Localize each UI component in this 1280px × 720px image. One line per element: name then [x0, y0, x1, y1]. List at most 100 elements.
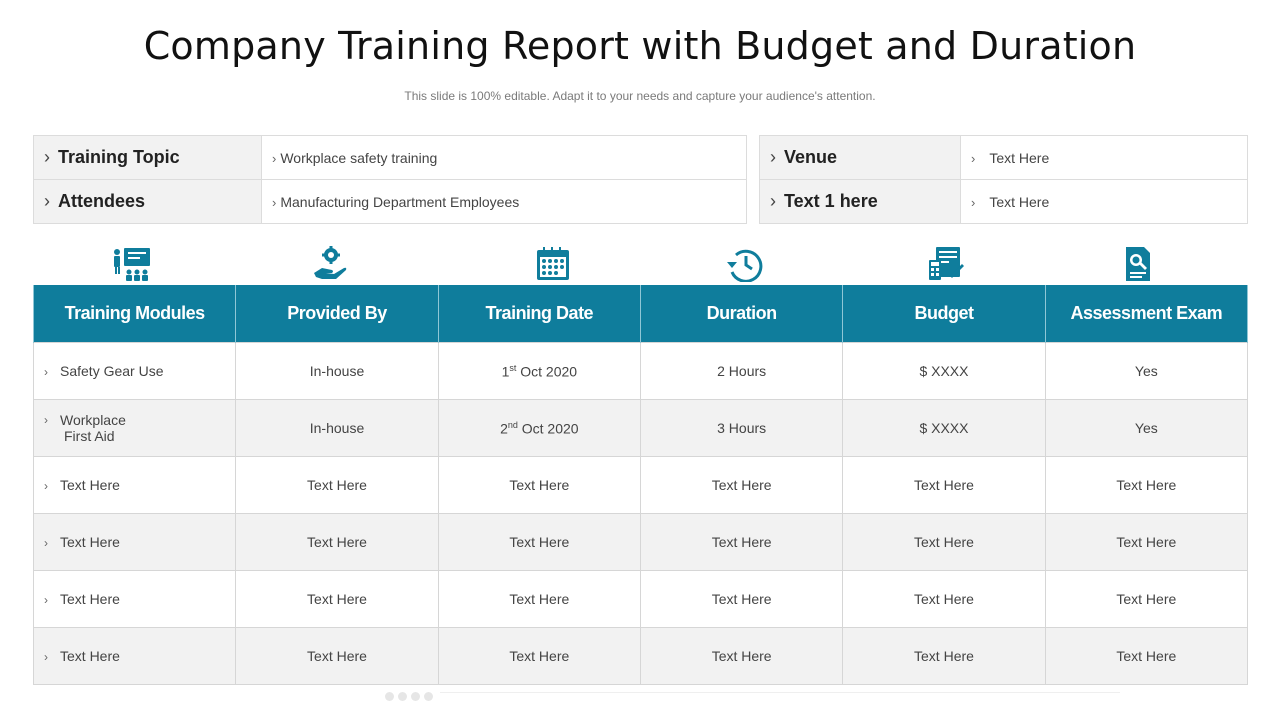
module-text: Text Here	[60, 591, 120, 607]
date-suffix: nd	[507, 419, 518, 430]
exam-cell: Yes	[1044, 399, 1249, 457]
duration-cell: 3 Hours	[639, 399, 844, 457]
chevron-right-icon: ›	[44, 147, 50, 167]
module-cell: › Text Here	[32, 513, 237, 571]
date-cell: 2nd Oct 2020	[437, 399, 641, 457]
module-cell: › Text Here	[32, 456, 237, 514]
dot	[398, 692, 407, 701]
info-row-training-topic: › Training Topic › Workplace safety traini…	[33, 135, 747, 180]
column-header: Provided By	[235, 285, 439, 343]
info-row-text-1: › Text 1 here › Text Here	[759, 179, 1248, 224]
chevron-right-icon: ›	[272, 150, 277, 166]
info-label: › Attendees	[33, 179, 262, 224]
clock-arrow-icon	[724, 246, 764, 283]
info-label: › Training Topic	[33, 135, 262, 180]
provider-cell: Text Here	[235, 570, 439, 628]
module-cell: › Safety Gear Use	[32, 342, 237, 400]
budget-cell: Text Here	[842, 570, 1046, 628]
table-row: › Text Here Text Here Text Here Text Here…	[32, 570, 1249, 628]
chevron-right-icon: ›	[44, 650, 48, 664]
info-value-text: Manufacturing Department Employees	[280, 193, 520, 210]
training-info-table: › Training Topic › Workplace safety traini…	[33, 135, 747, 224]
dot	[385, 692, 394, 701]
date-rest: Oct 2020	[516, 363, 578, 380]
module-text: Text Here	[60, 477, 120, 493]
provider-cell: Text Here	[235, 513, 439, 571]
table-row: › Workplace First Aid In-house 2nd Oct 2…	[32, 399, 1249, 457]
date-suffix: st	[509, 362, 517, 373]
module-text: Text Here	[60, 648, 120, 664]
budget-cell: Text Here	[842, 513, 1046, 571]
table-row: › Safety Gear Use In-house 1st Oct 2020 2…	[32, 342, 1249, 400]
chevron-right-icon: ›	[971, 194, 976, 210]
date-day: 1	[501, 363, 510, 380]
budget-cell: Text Here	[842, 627, 1046, 685]
info-value-text: Text Here	[989, 149, 1050, 166]
provider-cell: In-house	[235, 399, 439, 457]
provider-cell: Text Here	[235, 627, 439, 685]
budget-cell: $ XXXX	[842, 399, 1046, 457]
exam-cell: Text Here	[1044, 513, 1249, 571]
calendar-icon	[533, 246, 573, 282]
info-row-venue: › Venue › Text Here	[759, 135, 1248, 180]
info-label-text: Attendees	[58, 191, 146, 211]
provider-cell: Text Here	[235, 456, 439, 514]
exam-cell: Text Here	[1044, 570, 1249, 628]
info-value: › Manufacturing Department Employees	[261, 179, 747, 224]
chevron-right-icon: ›	[971, 150, 976, 166]
hand-gear-icon	[310, 246, 350, 282]
info-value-text: Workplace safety training	[280, 149, 438, 166]
dot	[411, 692, 420, 701]
date-cell: Text Here	[437, 570, 641, 628]
info-row-attendees: › Attendees › Manufacturing Department Emp…	[33, 179, 747, 224]
date-cell: Text Here	[437, 456, 641, 514]
module-text-line2: First Aid	[64, 428, 115, 444]
provider-cell: In-house	[235, 342, 439, 400]
date-cell: 1st Oct 2020	[437, 342, 641, 400]
budget-cell: Text Here	[842, 456, 1046, 514]
info-label: › Text 1 here	[759, 179, 961, 224]
chevron-right-icon: ›	[44, 191, 50, 211]
page-subtitle: This slide is 100% editable. Adapt it to…	[404, 89, 876, 103]
dot	[424, 692, 433, 701]
table-row: › Text Here Text Here Text Here Text Here…	[32, 513, 1249, 571]
module-cell: › Text Here	[32, 627, 237, 685]
info-label-text: Training Topic	[58, 147, 180, 167]
decorative-divider	[440, 692, 1120, 693]
duration-cell: Text Here	[639, 627, 844, 685]
info-label: › Venue	[759, 135, 961, 180]
column-header: Budget	[842, 285, 1046, 343]
decorative-dots	[385, 688, 437, 706]
page-title: Company Training Report with Budget and …	[143, 24, 1137, 68]
duration-cell: 2 Hours	[639, 342, 844, 400]
chevron-right-icon: ›	[272, 194, 277, 210]
module-text: Safety Gear Use	[60, 363, 164, 379]
duration-cell: Text Here	[639, 570, 844, 628]
date-cell: Text Here	[437, 627, 641, 685]
column-header: Training Modules	[32, 285, 237, 343]
info-value: › Workplace safety training	[261, 135, 747, 180]
exam-cell: Yes	[1044, 342, 1249, 400]
chevron-right-icon: ›	[770, 147, 776, 167]
date-rest: Oct 2020	[517, 420, 579, 437]
info-value-text: Text Here	[989, 193, 1050, 210]
document-search-icon	[1118, 246, 1158, 282]
info-value: › Text Here	[960, 179, 1248, 224]
info-label-text: Venue	[784, 147, 838, 167]
column-header: Assessment Exam	[1044, 285, 1249, 343]
module-text-line1: Workplace	[60, 412, 126, 428]
column-header: Training Date	[437, 285, 641, 343]
module-text: Text Here	[60, 534, 120, 550]
duration-cell: Text Here	[639, 456, 844, 514]
module-cell: › Workplace First Aid	[32, 399, 237, 457]
chevron-right-icon: ›	[44, 536, 48, 550]
info-label-text: Text 1 here	[784, 191, 878, 211]
presentation-audience-icon	[112, 246, 152, 282]
duration-cell: Text Here	[639, 513, 844, 571]
module-cell: › Text Here	[32, 570, 237, 628]
table-header-row: Training Modules Provided By Training Da…	[32, 285, 1249, 343]
table-row: › Text Here Text Here Text Here Text Here…	[32, 456, 1249, 514]
calculator-chart-icon	[926, 246, 966, 282]
date-day: 2	[500, 420, 508, 437]
chevron-right-icon: ›	[44, 365, 48, 379]
